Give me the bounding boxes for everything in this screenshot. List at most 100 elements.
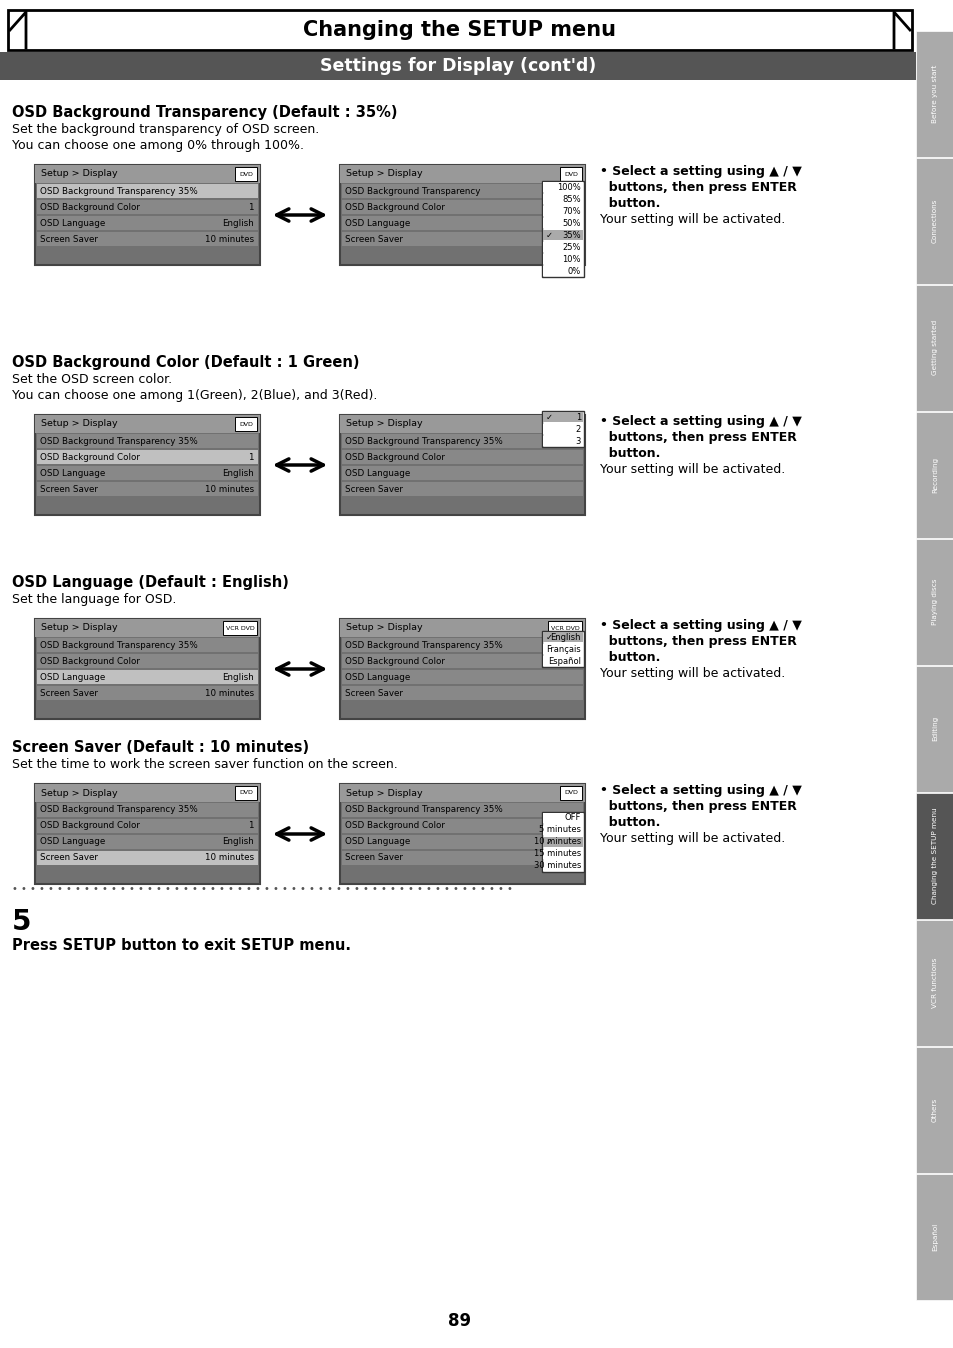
Bar [542, 837, 582, 847]
Text: OSD Background Transparency 35%: OSD Background Transparency 35% [40, 186, 197, 195]
Bar [234, 417, 256, 431]
Text: Setup > Display: Setup > Display [346, 624, 422, 632]
Text: You can choose one among 1(Green), 2(Blue), and 3(Red).: You can choose one among 1(Green), 2(Blu… [12, 390, 377, 402]
Bar [341, 670, 582, 683]
Bar [339, 415, 584, 433]
Bar [35, 164, 260, 183]
Text: DVD: DVD [563, 422, 578, 426]
Bar [542, 194, 582, 204]
Bar [915, 539, 953, 665]
Text: Español: Español [547, 656, 580, 666]
Bar [341, 434, 582, 448]
Text: Screen Saver: Screen Saver [345, 689, 402, 697]
Text: 10 minutes: 10 minutes [205, 689, 253, 697]
Text: OSD Background Transparency 35%: OSD Background Transparency 35% [345, 806, 502, 814]
Bar [915, 31, 953, 156]
Bar [339, 164, 584, 183]
Text: OSD Language: OSD Language [345, 218, 410, 228]
Text: OSD Language: OSD Language [40, 469, 105, 477]
Text: 3: 3 [575, 437, 580, 445]
Bar [542, 861, 582, 871]
Bar [35, 785, 260, 884]
Bar [37, 483, 257, 496]
Text: OSD Background Color: OSD Background Color [345, 821, 444, 830]
Bar [37, 450, 257, 464]
Text: Screen Saver: Screen Saver [40, 853, 98, 863]
Text: Setup > Display: Setup > Display [346, 170, 422, 178]
Bar [542, 656, 582, 666]
Bar [341, 483, 582, 496]
Text: Screen Saver: Screen Saver [345, 235, 402, 244]
Bar [541, 411, 583, 448]
Bar [35, 619, 260, 638]
Text: 2: 2 [576, 425, 580, 434]
Bar [35, 164, 260, 266]
Bar [542, 243, 582, 252]
Bar [37, 834, 257, 849]
Bar [223, 621, 256, 635]
Text: OSD Background Transparency (Default : 35%): OSD Background Transparency (Default : 3… [12, 105, 397, 120]
Text: Screen Saver: Screen Saver [40, 689, 98, 697]
Bar [341, 638, 582, 652]
Bar [339, 415, 584, 515]
Text: 1: 1 [248, 202, 253, 212]
Text: • Select a setting using ▲ / ▼: • Select a setting using ▲ / ▼ [599, 164, 801, 178]
Text: • Select a setting using ▲ / ▼: • Select a setting using ▲ / ▼ [599, 619, 801, 632]
Text: OSD Background Transparency 35%: OSD Background Transparency 35% [40, 806, 197, 814]
Bar [915, 793, 953, 919]
Text: Your setting will be activated.: Your setting will be activated. [599, 667, 784, 679]
Bar [542, 849, 582, 859]
Text: • • • • • • • • • • • • • • • • • • • • • • • • • • • • • • • • • • • • • • • • : • • • • • • • • • • • • • • • • • • • • … [12, 884, 516, 894]
Bar [341, 820, 582, 833]
Bar [341, 200, 582, 214]
Text: English: English [550, 632, 580, 642]
Bar [542, 253, 582, 264]
Text: DVD: DVD [239, 171, 253, 177]
Bar [542, 231, 582, 240]
Text: 5 minutes: 5 minutes [538, 825, 580, 834]
Text: buttons, then press ENTER: buttons, then press ENTER [599, 799, 796, 813]
Bar [542, 813, 582, 824]
Text: 5: 5 [12, 909, 31, 936]
Text: DVD: DVD [239, 422, 253, 426]
Bar [915, 666, 953, 793]
Text: 10 minutes: 10 minutes [205, 853, 253, 863]
Bar [37, 216, 257, 231]
Bar [37, 200, 257, 214]
Text: DVD: DVD [239, 790, 253, 795]
Bar [542, 644, 582, 654]
Bar [341, 654, 582, 669]
Text: You can choose one among 0% through 100%.: You can choose one among 0% through 100%… [12, 139, 304, 152]
Bar [37, 183, 257, 198]
Bar [547, 621, 581, 635]
Text: Screen Saver: Screen Saver [345, 853, 402, 863]
Text: Changing the SETUP menu: Changing the SETUP menu [303, 20, 616, 40]
Bar [0, 53, 915, 80]
Text: OSD Background Color: OSD Background Color [40, 821, 140, 830]
Bar [339, 785, 584, 802]
Text: Setup > Display: Setup > Display [41, 624, 117, 632]
Text: 1: 1 [576, 412, 580, 422]
Text: OSD Background Transparency: OSD Background Transparency [345, 186, 480, 195]
Text: OSD Background Color: OSD Background Color [40, 453, 140, 461]
Text: OSD Background Transparency 35%: OSD Background Transparency 35% [345, 640, 502, 650]
Bar [35, 785, 260, 802]
Bar [542, 206, 582, 216]
Bar [37, 851, 257, 865]
Bar [915, 158, 953, 284]
Text: VCR functions: VCR functions [931, 957, 937, 1008]
Text: Settings for Display (cont'd): Settings for Display (cont'd) [319, 57, 596, 75]
Text: OSD Background Color: OSD Background Color [40, 656, 140, 666]
Bar [234, 786, 256, 799]
Bar [915, 919, 953, 1046]
Text: OSD Background Transparency 35%: OSD Background Transparency 35% [345, 437, 502, 445]
Text: • Select a setting using ▲ / ▼: • Select a setting using ▲ / ▼ [599, 785, 801, 797]
Text: DVD: DVD [563, 171, 578, 177]
Text: Playing discs: Playing discs [931, 578, 937, 624]
Text: Set the language for OSD.: Set the language for OSD. [12, 593, 176, 607]
Bar [35, 415, 260, 515]
Bar [37, 654, 257, 669]
Text: buttons, then press ENTER: buttons, then press ENTER [599, 635, 796, 648]
Text: OSD Background Color: OSD Background Color [345, 656, 444, 666]
Text: Connections: Connections [931, 198, 937, 243]
